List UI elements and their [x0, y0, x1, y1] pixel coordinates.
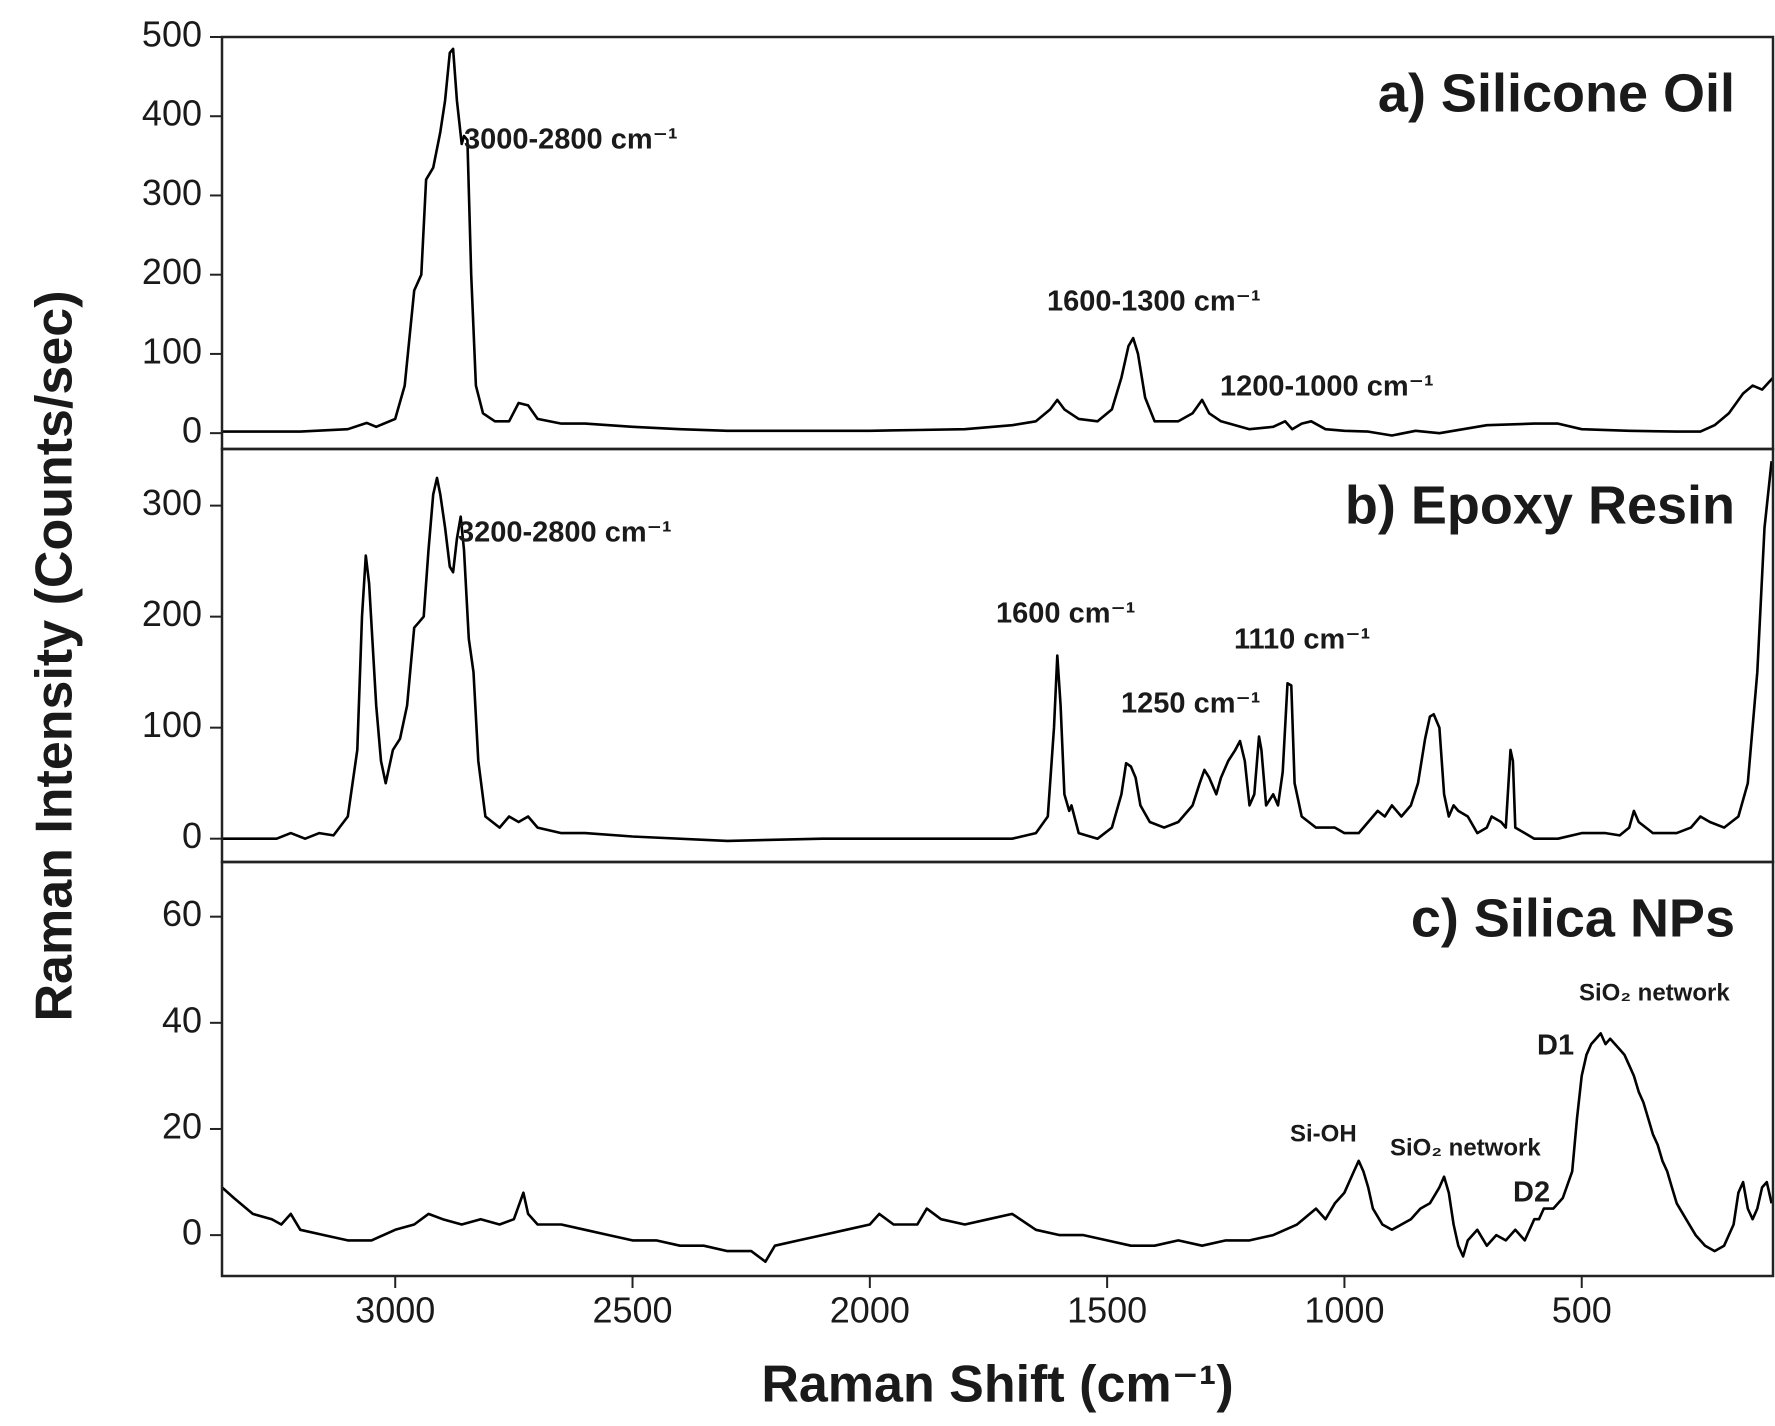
spectrum-line [222, 47, 1774, 437]
annotation: SiO₂ network [1390, 1134, 1541, 1161]
y-tick-label: 300 [142, 172, 202, 213]
y-tick-label: 100 [142, 704, 202, 745]
annotation: D2 [1513, 1177, 1550, 1209]
x-tick-label: 1500 [1067, 1290, 1147, 1331]
x-tick-label: 2500 [592, 1290, 672, 1331]
y-tick-label: 400 [142, 93, 202, 134]
annotation: 1600-1300 cm⁻¹ [1047, 286, 1261, 318]
spectrum-line [222, 461, 1773, 843]
annotation: 3200-2800 cm⁻¹ [458, 517, 672, 549]
annotation: D1 [1537, 1030, 1574, 1062]
x-axis-label: Raman Shift (cm⁻¹) [761, 1356, 1233, 1414]
y-tick-label: 0 [182, 410, 202, 451]
annotation: 1110 cm⁻¹ [1234, 624, 1370, 656]
spectrum-line [221, 1032, 1773, 1263]
y-tick-label: 500 [142, 14, 202, 55]
panel-title: c) Silica NPs [1411, 888, 1735, 948]
annotation: 1600 cm⁻¹ [996, 598, 1135, 630]
panel-title: a) Silicone Oil [1378, 63, 1735, 123]
annotation: 1250 cm⁻¹ [1121, 688, 1260, 720]
panel-title: b) Epoxy Resin [1345, 475, 1735, 535]
y-tick-label: 200 [142, 593, 202, 634]
panel-frame [220, 860, 1775, 1278]
y-tick-label: 200 [142, 251, 202, 292]
x-tick-label: 1000 [1304, 1290, 1384, 1331]
annotation: 1200-1000 cm⁻¹ [1220, 371, 1434, 403]
annotation: SiO₂ network [1579, 979, 1730, 1006]
annotation: Si-OH [1290, 1120, 1357, 1147]
y-tick-label: 20 [162, 1105, 202, 1146]
y-tick-label: 40 [162, 999, 202, 1040]
y-tick-label: 100 [142, 330, 202, 371]
x-tick-label: 2000 [830, 1290, 910, 1331]
y-axis-label: Raman Intensity (Counts/sec) [26, 290, 84, 1021]
y-tick-label: 300 [142, 482, 202, 523]
x-tick-label: 500 [1552, 1290, 1612, 1331]
y-tick-label: 0 [182, 815, 202, 856]
x-tick-label: 3000 [355, 1290, 435, 1331]
y-tick-label: 0 [182, 1212, 202, 1253]
y-tick-label: 60 [162, 893, 202, 934]
annotation: 3000-2800 cm⁻¹ [464, 124, 678, 156]
